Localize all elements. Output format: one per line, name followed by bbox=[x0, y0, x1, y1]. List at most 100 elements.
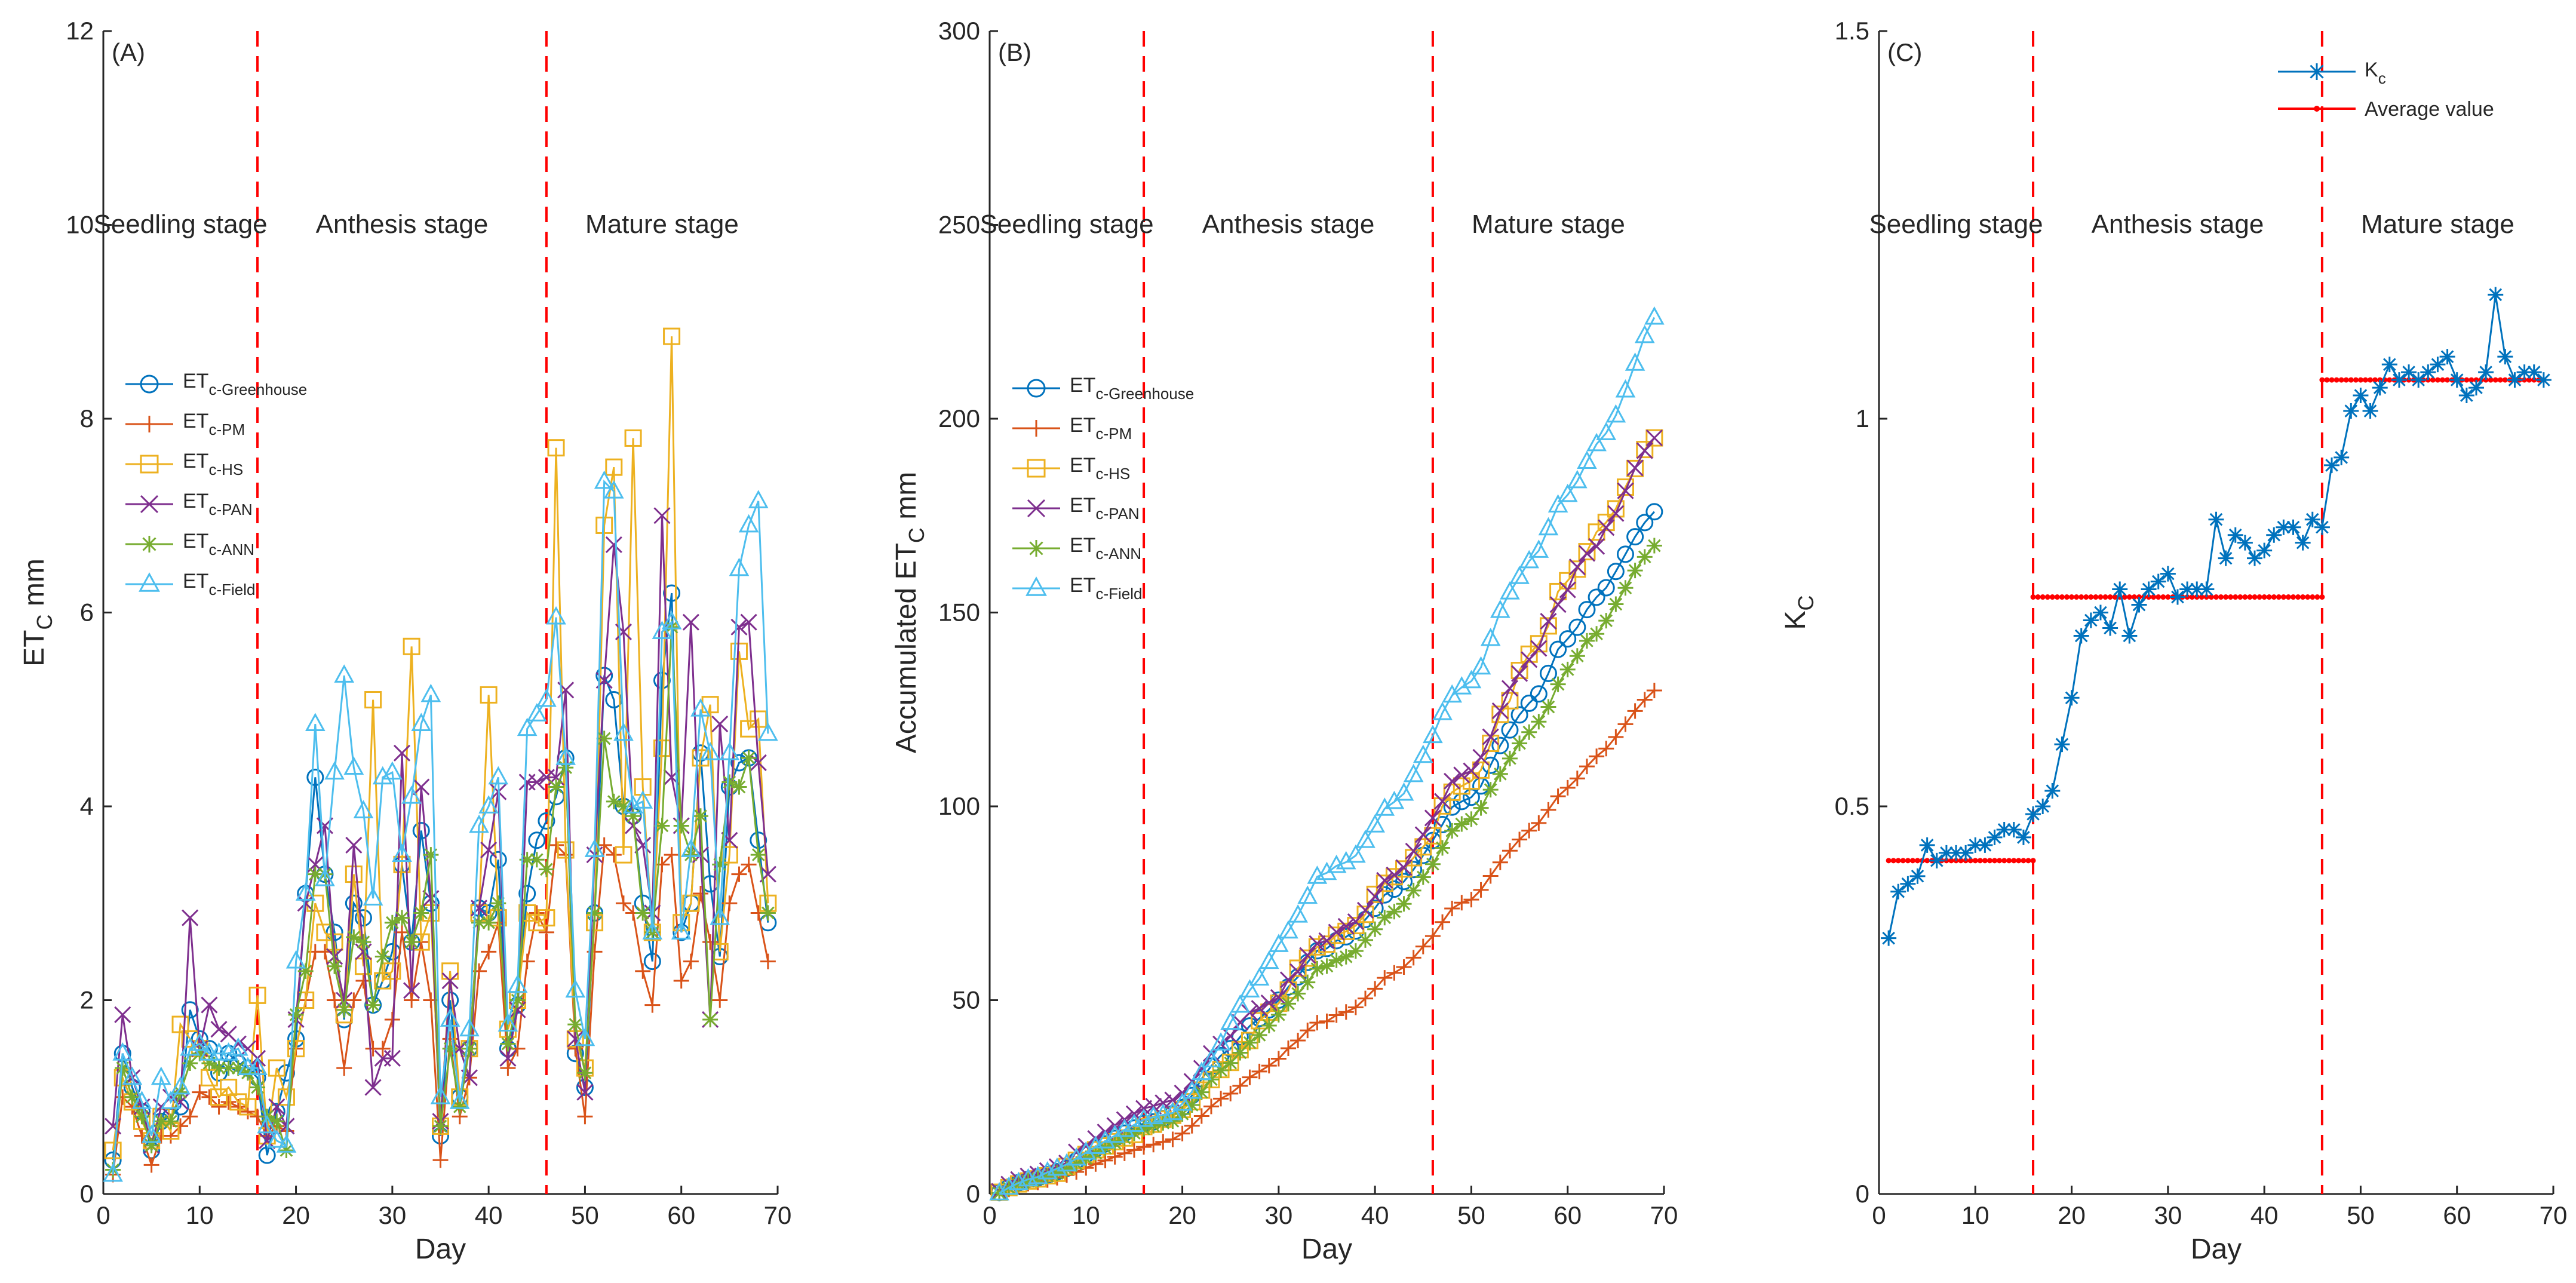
data-point-hs bbox=[692, 749, 710, 767]
data-point-field bbox=[180, 1037, 200, 1056]
kc-data-point bbox=[2420, 364, 2436, 380]
legend: Kc Average value bbox=[2278, 59, 2494, 121]
data-point-ann bbox=[182, 1055, 198, 1071]
data-point-pm bbox=[1251, 1063, 1267, 1079]
data-point-ann bbox=[519, 852, 535, 868]
data-point-pm bbox=[1627, 703, 1643, 719]
data-point-field bbox=[1335, 851, 1356, 870]
data-point-pm bbox=[1540, 802, 1556, 818]
data-point-ann bbox=[442, 1040, 458, 1057]
data-point-pm bbox=[1492, 854, 1508, 870]
data-point-hs bbox=[1318, 935, 1335, 953]
kc-data-point bbox=[2314, 519, 2330, 535]
average-point bbox=[2074, 594, 2080, 600]
data-point-field bbox=[603, 480, 624, 499]
data-point-field bbox=[1114, 1118, 1135, 1137]
x-tick-label: 0 bbox=[1872, 1201, 1886, 1229]
x-tick-label: 30 bbox=[2154, 1201, 2182, 1229]
data-point-pm bbox=[1617, 716, 1634, 732]
data-point-field bbox=[555, 747, 576, 765]
data-point-hs bbox=[1395, 860, 1413, 878]
data-point-pm bbox=[1598, 741, 1614, 757]
average-point bbox=[1915, 858, 1921, 864]
data-point-field bbox=[1528, 539, 1549, 558]
data-point-ann bbox=[220, 1060, 237, 1076]
y-tick-label: 0 bbox=[966, 1180, 980, 1208]
data-point-ann bbox=[1280, 996, 1296, 1012]
data-point-pm bbox=[432, 1152, 449, 1168]
average-point bbox=[2165, 594, 2171, 600]
kc-data-point bbox=[2516, 364, 2532, 380]
data-point-pm bbox=[1646, 682, 1662, 698]
data-point-pm bbox=[1146, 1137, 1162, 1153]
average-point bbox=[1958, 858, 1964, 864]
data-point-pan bbox=[567, 1030, 584, 1048]
average-point bbox=[2343, 377, 2349, 383]
data-point-pan bbox=[1453, 766, 1470, 784]
kc-data-point bbox=[2247, 550, 2263, 566]
data-point-field bbox=[748, 490, 769, 508]
data-point-pan bbox=[740, 613, 757, 631]
data-point-pm bbox=[731, 866, 747, 882]
data-point-ann bbox=[1011, 1176, 1027, 1192]
data-point-field bbox=[652, 621, 673, 639]
average-point bbox=[2040, 594, 2046, 600]
data-point-field bbox=[478, 795, 499, 814]
data-point-field bbox=[1432, 701, 1453, 720]
data-point-field bbox=[459, 1018, 480, 1037]
data-point-ann bbox=[404, 934, 420, 950]
data-point-pm bbox=[673, 973, 689, 989]
y-tick-label: 10 bbox=[66, 211, 94, 239]
data-point-pan bbox=[1626, 459, 1644, 477]
data-point-hs bbox=[1501, 692, 1519, 710]
x-tick-label: 10 bbox=[1961, 1201, 1989, 1229]
data-point-greenhouse bbox=[345, 894, 363, 912]
data-point-field bbox=[103, 1163, 123, 1182]
data-point-ann bbox=[1415, 869, 1431, 885]
data-point-pm bbox=[1184, 1118, 1200, 1134]
data-point-pan bbox=[1299, 947, 1316, 964]
data-point-ann bbox=[1020, 1173, 1036, 1189]
average-point bbox=[1924, 858, 1930, 864]
y-axis-title-group: ETC mm bbox=[19, 558, 57, 667]
data-point-field bbox=[469, 814, 489, 833]
data-point-field bbox=[488, 766, 509, 785]
data-point-hs bbox=[1356, 906, 1374, 923]
y-axis-title-group: Accumulated ETC mm bbox=[891, 472, 929, 753]
y-tick-label: 12 bbox=[66, 17, 94, 45]
data-point-hs bbox=[1462, 772, 1480, 790]
data-point-pm bbox=[1300, 1023, 1316, 1039]
data-point-ann bbox=[1521, 724, 1537, 740]
data-point-ann bbox=[1386, 904, 1402, 920]
data-point-field bbox=[1596, 422, 1617, 440]
kc-data-point bbox=[1919, 837, 1935, 853]
data-point-hs bbox=[306, 894, 324, 912]
legend-label-average: Average value bbox=[2365, 98, 2494, 121]
data-point-pm bbox=[481, 944, 497, 960]
y-tick-label: 1 bbox=[1856, 404, 1869, 432]
legend-marker-hs bbox=[140, 455, 159, 474]
data-point-ann bbox=[1232, 1045, 1248, 1061]
data-point-pan bbox=[1386, 866, 1403, 883]
data-point-hs bbox=[1366, 885, 1384, 903]
data-point-ann bbox=[143, 1137, 159, 1153]
average-point bbox=[2107, 594, 2113, 600]
data-point-ann bbox=[760, 905, 776, 921]
data-point-ann bbox=[1251, 1027, 1267, 1043]
data-point-pm bbox=[1608, 729, 1624, 745]
data-point-field bbox=[1181, 1080, 1202, 1099]
legend-label-ann: ETc-ANN bbox=[183, 530, 254, 558]
data-point-ann bbox=[192, 1045, 208, 1061]
data-point-field bbox=[1451, 676, 1472, 695]
data-point-pan bbox=[1636, 442, 1653, 459]
data-point-ann bbox=[481, 914, 497, 931]
data-point-pan bbox=[615, 623, 633, 641]
data-point-pm bbox=[1107, 1149, 1123, 1165]
x-tick-label: 30 bbox=[1264, 1201, 1292, 1229]
data-point-pm bbox=[1280, 1040, 1296, 1056]
data-point-ann bbox=[615, 799, 631, 814]
data-point-field bbox=[536, 688, 557, 707]
data-point-field bbox=[1278, 920, 1298, 939]
data-point-pm bbox=[664, 847, 680, 863]
data-point-hs bbox=[1433, 797, 1451, 815]
